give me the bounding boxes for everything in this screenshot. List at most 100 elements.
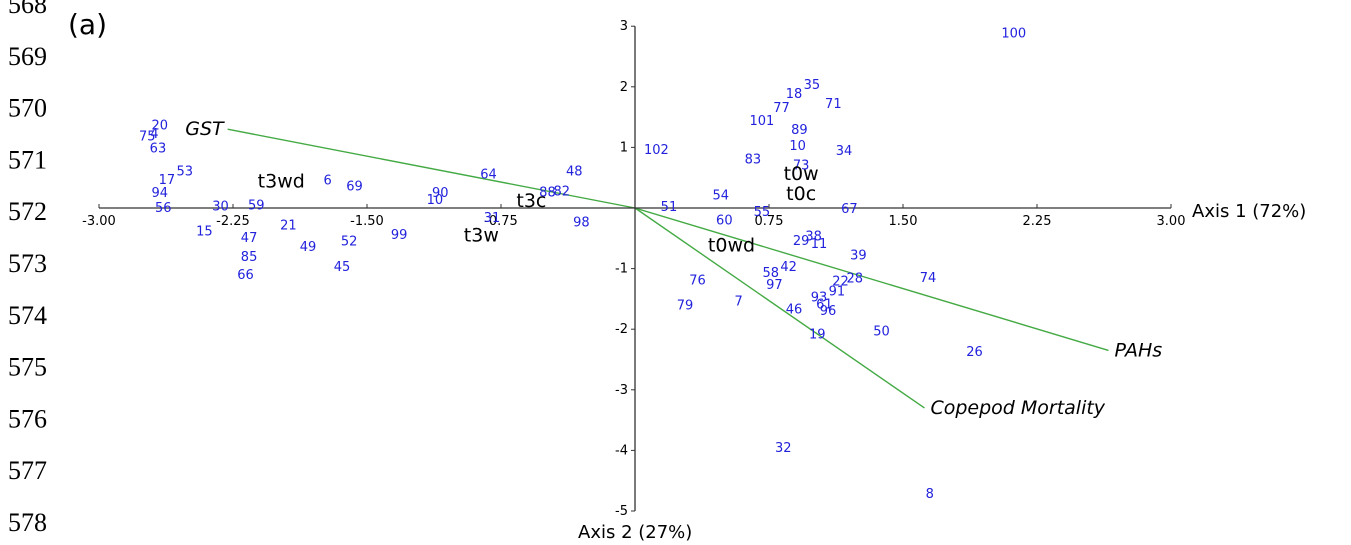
point-label: 61 bbox=[816, 298, 833, 313]
point-label: 7 bbox=[734, 295, 742, 310]
point-label: 35 bbox=[804, 78, 821, 93]
point-label: 21 bbox=[280, 218, 297, 233]
vector-label: GST bbox=[185, 118, 225, 140]
x-tick-label: 0.75 bbox=[755, 214, 784, 229]
point-label: 59 bbox=[248, 198, 265, 213]
point-label: 77 bbox=[773, 101, 790, 116]
x-tick-label: -0.75 bbox=[484, 214, 518, 229]
point-label: 90 bbox=[432, 186, 449, 201]
panel-label: (a) bbox=[68, 8, 107, 41]
point-label: 10 bbox=[427, 193, 444, 208]
vector-labels: GST PAHs Copepod Mortality bbox=[185, 118, 1162, 419]
group-label: t3wd bbox=[258, 171, 305, 193]
vector-line bbox=[634, 207, 925, 409]
point-label: 4 bbox=[150, 127, 158, 142]
point-label: 98 bbox=[573, 215, 590, 230]
vector-label: Copepod Mortality bbox=[930, 397, 1105, 419]
point-label: 91 bbox=[829, 284, 846, 299]
point-label: 29 bbox=[793, 234, 810, 249]
line-number: 568 bbox=[8, 0, 47, 19]
point-label: 31 bbox=[484, 211, 501, 226]
y-tick-label: -1 bbox=[615, 262, 628, 277]
tick-labels: -3.00 -2.25 -1.50 -0.75 0.75 1.50 2.25 3.00321-… bbox=[82, 19, 1185, 519]
point-label: 32 bbox=[775, 441, 792, 456]
point-label: 76 bbox=[689, 274, 706, 289]
point-label: 51 bbox=[661, 200, 678, 215]
point-label: 99 bbox=[391, 228, 408, 243]
point-label: 71 bbox=[825, 97, 842, 112]
y-tick-label: 2 bbox=[620, 80, 628, 95]
point-label: 22 bbox=[832, 275, 849, 290]
point-label: 8 bbox=[926, 487, 934, 502]
point-label: 96 bbox=[820, 304, 837, 319]
line-number: 569 bbox=[8, 42, 47, 71]
line-number: 573 bbox=[8, 249, 47, 278]
point-label: 55 bbox=[754, 205, 771, 220]
point-label: 94 bbox=[151, 186, 168, 201]
point-label: 54 bbox=[712, 189, 729, 204]
group-label: t3w bbox=[464, 225, 499, 247]
vector-line bbox=[634, 207, 1109, 352]
point-label: 10 bbox=[789, 139, 806, 154]
point-label: 83 bbox=[745, 152, 762, 167]
point-label: 6 bbox=[324, 174, 332, 189]
point-label: 48 bbox=[566, 164, 583, 179]
y-tick-label: -2 bbox=[615, 322, 628, 337]
point-label: 11 bbox=[811, 237, 828, 252]
point-label: 38 bbox=[805, 229, 822, 244]
point-label: 56 bbox=[155, 201, 172, 216]
x-tick-label: -3.00 bbox=[82, 214, 116, 229]
point-label: 15 bbox=[196, 224, 213, 239]
point-label: 58 bbox=[763, 266, 780, 281]
line-number: 572 bbox=[8, 197, 47, 226]
point-label: 79 bbox=[677, 298, 694, 313]
point-label: 69 bbox=[346, 180, 363, 195]
point-label: 50 bbox=[873, 324, 890, 339]
line-number: 570 bbox=[8, 94, 47, 123]
y-axis-title: Axis 2 (27%) bbox=[578, 522, 692, 543]
line-number: 576 bbox=[8, 404, 47, 433]
vector-label: PAHs bbox=[1114, 339, 1162, 361]
vector-line bbox=[227, 128, 636, 209]
y-tick-label: -4 bbox=[615, 443, 628, 458]
point-label: 19 bbox=[809, 327, 826, 342]
point-label: 18 bbox=[786, 87, 803, 102]
point-label: 63 bbox=[150, 141, 167, 156]
point-label: 67 bbox=[841, 202, 858, 217]
point-label: 46 bbox=[786, 303, 803, 318]
vector-lines bbox=[227, 128, 1109, 409]
point-label: 42 bbox=[780, 260, 797, 275]
point-label: 53 bbox=[176, 164, 193, 179]
line-number: 577 bbox=[8, 456, 47, 485]
x-tick-label: 1.50 bbox=[889, 214, 918, 229]
point-label: 74 bbox=[920, 271, 937, 286]
line-number: 578 bbox=[8, 508, 47, 537]
group-label: t0w bbox=[784, 163, 819, 185]
x-tick-label: -1.50 bbox=[350, 214, 384, 229]
point-label: 75 bbox=[139, 129, 156, 144]
group-label: t0wd bbox=[708, 234, 755, 256]
x-tick-label: 3.00 bbox=[1157, 214, 1186, 229]
point-label: 93 bbox=[811, 290, 828, 305]
group-label: t3c bbox=[516, 190, 546, 212]
point-label: 28 bbox=[846, 272, 863, 287]
point-label: 47 bbox=[241, 231, 258, 246]
point-label: 26 bbox=[966, 345, 983, 360]
point-label: 20 bbox=[151, 118, 168, 133]
point-label: 60 bbox=[716, 214, 733, 229]
line-numbers: 568 569 570 571 572 573 574 575 576 577 578 bbox=[8, 0, 47, 537]
y-tick-label: -5 bbox=[615, 504, 628, 519]
point-label: 52 bbox=[341, 235, 358, 250]
line-number: 575 bbox=[8, 353, 47, 382]
point-label: 17 bbox=[159, 173, 176, 188]
x-tick-label: -2.25 bbox=[216, 214, 250, 229]
point-label: 101 bbox=[749, 114, 774, 129]
line-number: 574 bbox=[8, 301, 47, 330]
point-label: 30 bbox=[212, 200, 229, 215]
point-label: 88 bbox=[539, 186, 556, 201]
point-label: 85 bbox=[241, 250, 258, 265]
point-label: 49 bbox=[300, 240, 317, 255]
